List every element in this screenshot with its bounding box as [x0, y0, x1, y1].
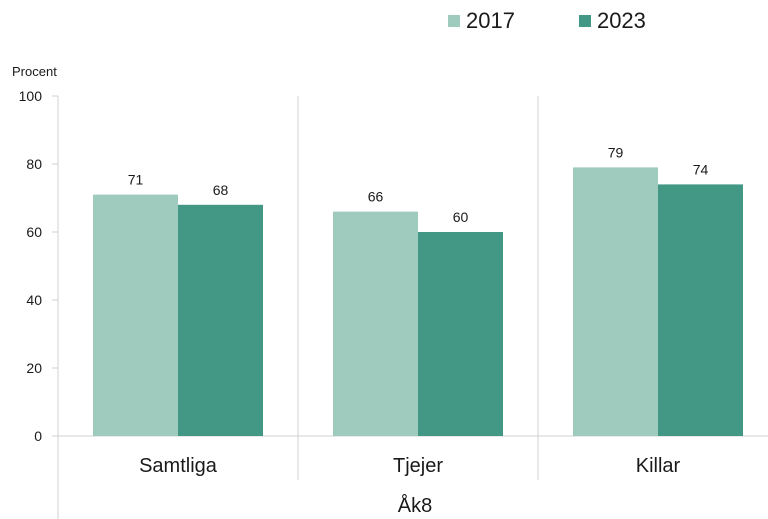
- data-label-2023-samtliga: 68: [213, 182, 229, 198]
- bar-2017-tjejer: [333, 211, 418, 436]
- y-axis-label: Procent: [12, 64, 57, 79]
- y-tick-label: 100: [19, 88, 43, 104]
- bars: [93, 167, 743, 436]
- labels: 71 68 Samtliga 66 60 Tjejer 79 74 Killar: [128, 144, 709, 477]
- y-tick-label: 60: [26, 224, 42, 240]
- x-axis-label: Åk8: [398, 494, 432, 517]
- data-label-2017-samtliga: 71: [128, 172, 144, 188]
- category-label-killar: Killar: [636, 455, 681, 477]
- legend-swatch-2017: [448, 15, 460, 27]
- legend-label-2023: 2023: [596, 8, 646, 33]
- bar-2017-samtliga: [93, 194, 178, 436]
- bar-2023-tjejer: [418, 232, 503, 436]
- bar-2023-samtliga: [178, 204, 263, 436]
- legend-item-2023: 2023: [578, 8, 646, 34]
- y-tick-label: 40: [26, 292, 42, 308]
- category-label-samtliga: Samtliga: [139, 455, 218, 477]
- data-label-2017-killar: 79: [608, 144, 624, 160]
- y-tick-label: 80: [26, 156, 42, 172]
- data-label-2023-tjejer: 60: [453, 209, 469, 225]
- y-tick-label: 0: [34, 428, 42, 444]
- data-label-2023-killar: 74: [693, 161, 709, 177]
- bar-2017-killar: [573, 167, 658, 436]
- legend-swatch-2023: [578, 15, 591, 27]
- bar-2023-killar: [658, 184, 743, 436]
- legend-label-2017: 2017: [466, 8, 515, 33]
- category-label-tjejer: Tjejer: [393, 455, 443, 477]
- axes: 0 20 40 60 80 100: [19, 88, 768, 519]
- y-tick-label: 20: [26, 360, 42, 376]
- legend: 2017 2023: [448, 8, 646, 34]
- legend-item-2017: 2017: [448, 8, 515, 34]
- data-label-2017-tjejer: 66: [368, 189, 384, 205]
